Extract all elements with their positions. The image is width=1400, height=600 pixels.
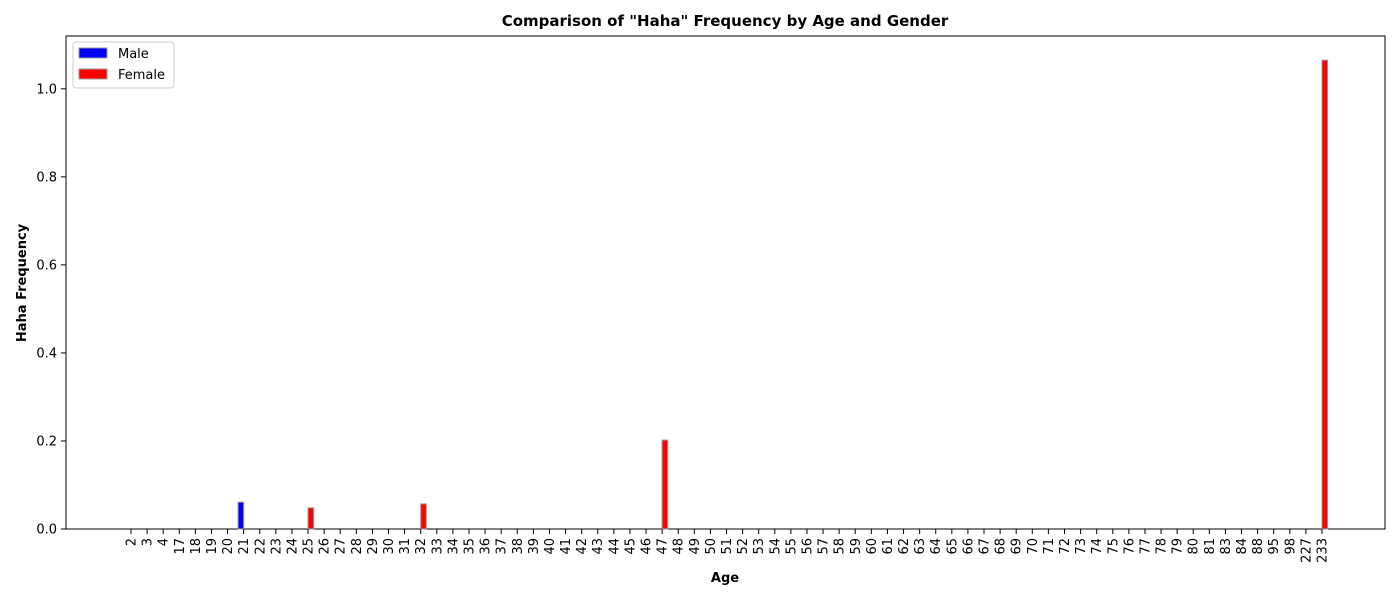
x-tick-label: 45 xyxy=(623,538,638,555)
x-tick-label: 78 xyxy=(1155,538,1170,555)
x-axis-label: Age xyxy=(711,571,739,586)
x-tick-label: 59 xyxy=(849,538,864,555)
x-tick-label: 66 xyxy=(961,538,976,555)
x-tick-label: 53 xyxy=(752,538,767,555)
x-tick-label: 31 xyxy=(398,538,413,555)
x-tick-label: 51 xyxy=(720,538,735,555)
x-tick-label: 26 xyxy=(318,538,333,555)
legend-label-female: Female xyxy=(118,68,165,83)
x-tick-label: 77 xyxy=(1138,538,1153,555)
bar-female-233 xyxy=(1321,59,1329,530)
bar-female-32 xyxy=(420,503,427,530)
x-tick-label: 64 xyxy=(929,538,944,555)
x-tick-label: 56 xyxy=(800,538,815,555)
legend-swatch-male xyxy=(78,47,108,59)
x-tick-label: 21 xyxy=(237,538,252,555)
x-tick-label: 49 xyxy=(688,538,703,555)
x-tick-label: 44 xyxy=(607,538,622,555)
x-tick-label: 48 xyxy=(672,538,687,555)
x-tick-label: 50 xyxy=(704,538,719,555)
chart-title: Comparison of "Haha" Frequency by Age an… xyxy=(502,12,949,30)
x-tick-label: 81 xyxy=(1203,538,1218,555)
x-tick-label: 79 xyxy=(1171,538,1186,555)
x-tick-label: 227 xyxy=(1299,538,1314,563)
x-tick-label: 40 xyxy=(543,538,558,555)
x-tick-label: 83 xyxy=(1219,538,1234,555)
x-tick-label: 68 xyxy=(994,538,1009,555)
x-tick-label: 25 xyxy=(302,538,317,555)
x-tick-label: 42 xyxy=(575,538,590,555)
y-tick-label: 0.2 xyxy=(36,434,57,449)
x-tick-label: 43 xyxy=(591,538,606,555)
bars-group xyxy=(237,59,1329,530)
x-tick-label: 57 xyxy=(817,538,832,555)
plot-area-frame xyxy=(65,35,1386,530)
x-tick-label: 60 xyxy=(865,538,880,555)
x-tick-label: 33 xyxy=(430,538,445,555)
x-tick-label: 37 xyxy=(495,538,510,555)
x-tick-label: 52 xyxy=(736,538,751,555)
x-tick-label: 29 xyxy=(366,538,381,555)
x-tick-label: 30 xyxy=(382,538,397,555)
x-tick-label: 70 xyxy=(1026,538,1041,555)
x-axis: 2 3 4 17 18 19 20 21 22 23 24 25 26 27 28 29 30 31 32 33 34 3… xyxy=(125,529,1331,563)
bar-female-47 xyxy=(661,439,669,530)
x-tick-label: 76 xyxy=(1122,538,1137,555)
bar-female-25 xyxy=(307,507,315,530)
x-tick-label: 27 xyxy=(334,538,349,555)
x-tick-label: 4 xyxy=(157,538,172,546)
x-tick-label: 75 xyxy=(1106,538,1121,555)
x-tick-label: 17 xyxy=(173,538,188,555)
legend-label-male: Male xyxy=(118,47,149,62)
x-tick-label: 71 xyxy=(1042,538,1057,555)
x-tick-label: 41 xyxy=(559,538,574,555)
x-tick-label: 67 xyxy=(978,538,993,555)
x-tick-label: 18 xyxy=(189,538,204,555)
x-tick-label: 38 xyxy=(511,538,526,555)
x-tick-label: 72 xyxy=(1058,538,1073,555)
x-tick-label: 20 xyxy=(221,538,236,555)
legend-swatch-female xyxy=(78,68,108,80)
x-tick-label: 55 xyxy=(784,538,799,555)
x-tick-label: 54 xyxy=(768,538,783,555)
x-tick-label: 69 xyxy=(1010,538,1025,555)
x-tick-label: 22 xyxy=(253,538,268,555)
x-tick-label: 84 xyxy=(1235,538,1250,555)
x-tick-label: 24 xyxy=(285,538,300,555)
x-tick-label: 32 xyxy=(414,538,429,555)
x-tick-label: 47 xyxy=(656,538,671,555)
legend: Male Female xyxy=(72,41,175,89)
y-tick-label: 0.0 xyxy=(36,523,57,538)
x-tick-label: 74 xyxy=(1090,538,1105,555)
y-tick-label: 0.6 xyxy=(36,258,57,273)
x-tick-label: 233 xyxy=(1316,538,1331,563)
y-tick-label: 0.8 xyxy=(36,170,57,185)
x-tick-label: 2 xyxy=(125,538,140,546)
x-tick-label: 73 xyxy=(1074,538,1089,555)
x-tick-label: 63 xyxy=(913,538,928,555)
y-axis: 0.0 0.2 0.4 0.6 0.8 1.0 xyxy=(36,82,66,538)
x-tick-label: 80 xyxy=(1187,538,1202,555)
x-tick-label: 58 xyxy=(833,538,848,555)
x-tick-label: 88 xyxy=(1251,538,1266,555)
x-tick-label: 35 xyxy=(462,538,477,555)
x-tick-label: 34 xyxy=(446,538,461,555)
x-tick-label: 62 xyxy=(897,538,912,555)
x-tick-label: 36 xyxy=(479,538,494,555)
x-tick-label: 46 xyxy=(640,538,655,555)
y-tick-label: 0.4 xyxy=(36,346,57,361)
x-tick-label: 28 xyxy=(350,538,365,555)
y-tick-label: 1.0 xyxy=(36,82,57,97)
x-tick-label: 95 xyxy=(1267,538,1282,555)
x-tick-label: 65 xyxy=(945,538,960,555)
x-tick-label: 3 xyxy=(141,538,156,546)
x-tick-label: 39 xyxy=(527,538,542,555)
x-tick-label: 19 xyxy=(205,538,220,555)
bar-male-21 xyxy=(237,501,245,530)
y-axis-label: Haha Frequency xyxy=(15,223,30,342)
x-tick-label: 61 xyxy=(881,538,896,555)
x-tick-label: 23 xyxy=(269,538,284,555)
x-tick-label: 98 xyxy=(1283,538,1298,555)
